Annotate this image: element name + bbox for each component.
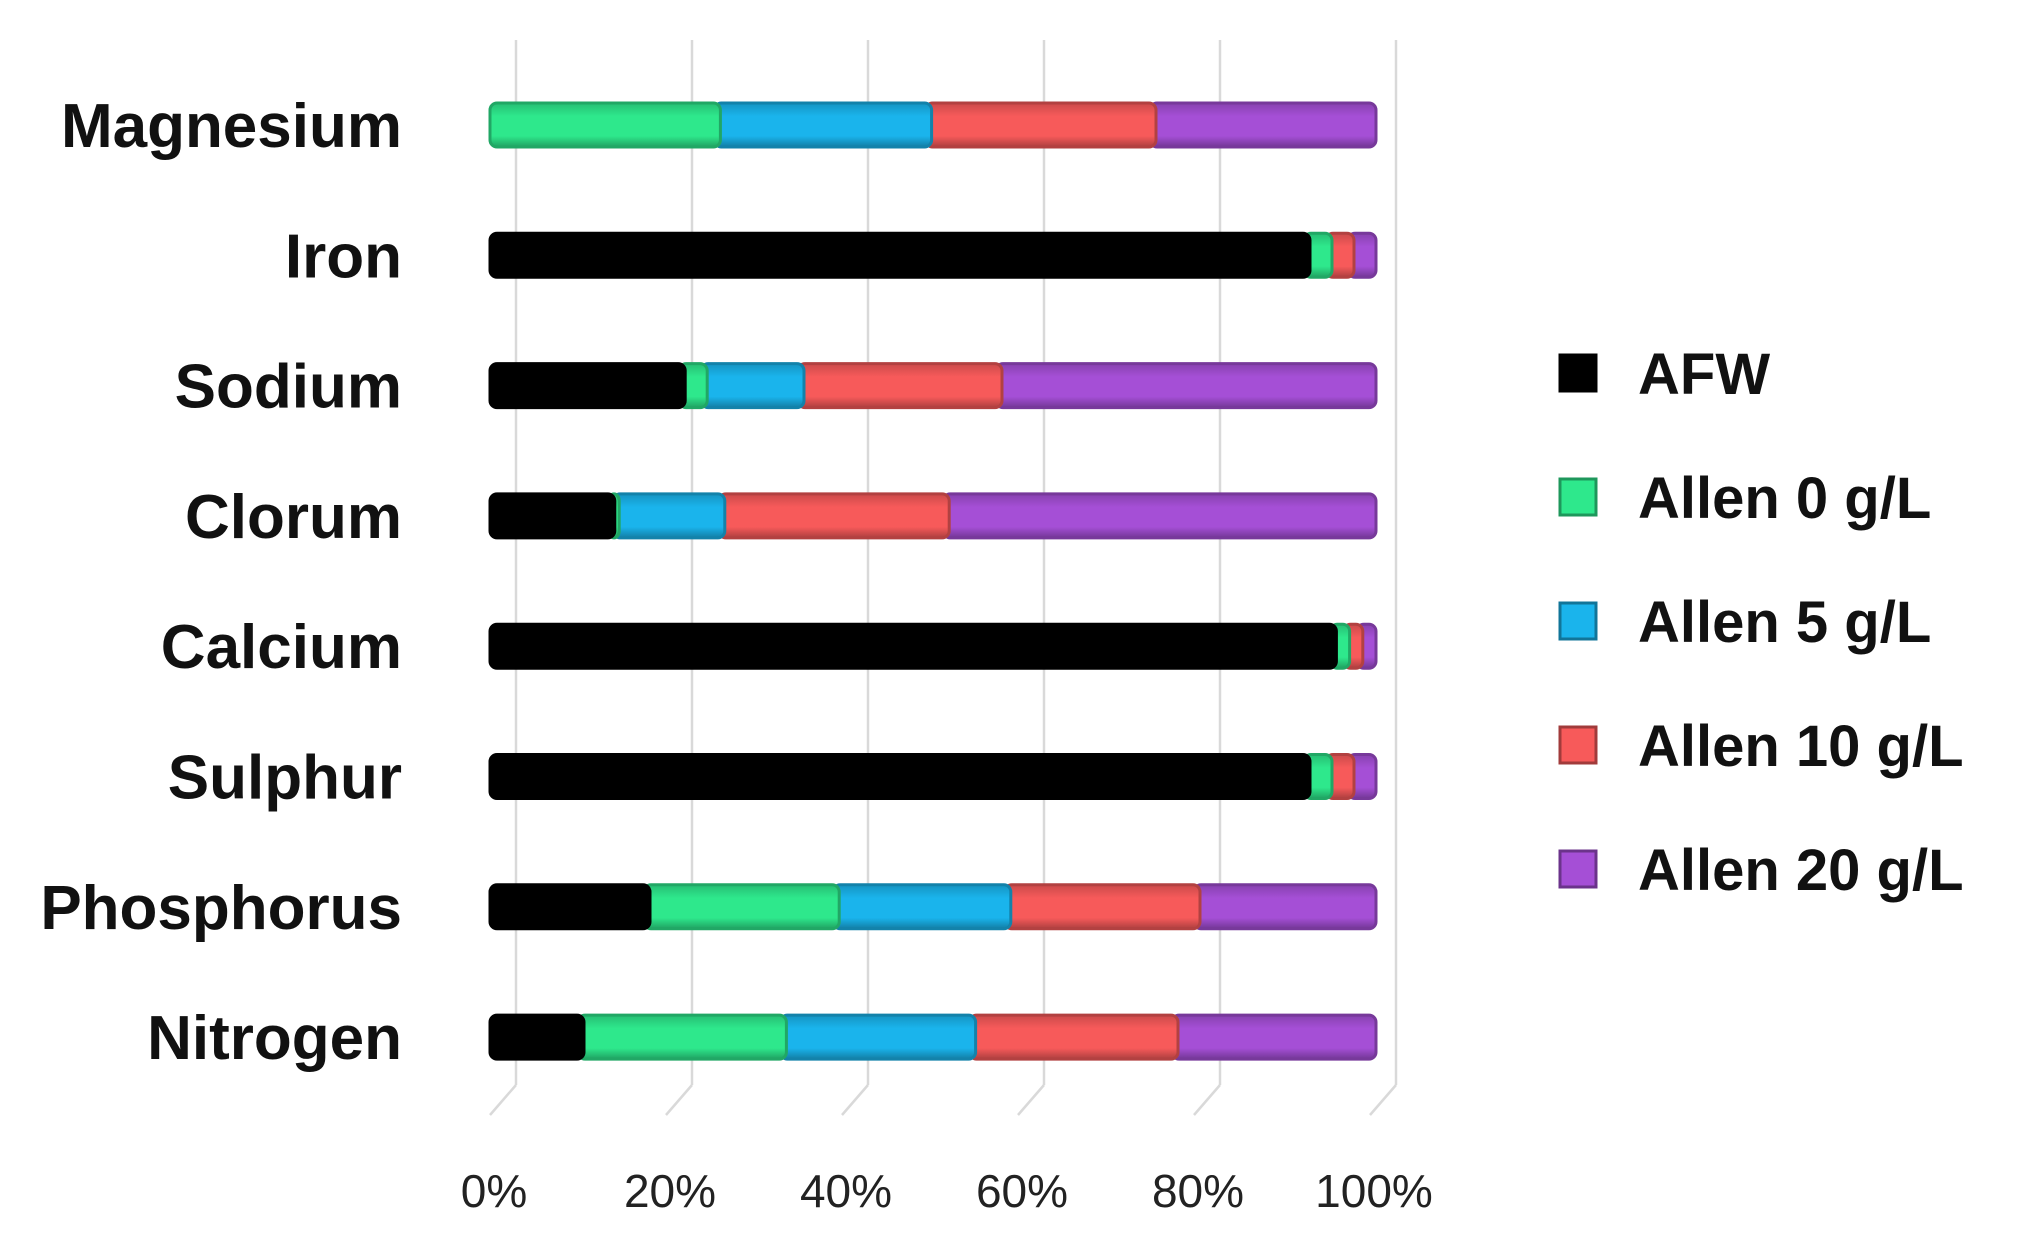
x-tick-label: 60% [976,1165,1068,1217]
legend-swatch [1558,725,1598,765]
legend-label: Allen 10 g/L [1638,714,1964,779]
bar-segment-clorum-allen-5-g-l [611,492,727,540]
bar-segment-clorum-allen-10-g-l [717,492,951,540]
legend-label: Allen 20 g/L [1638,838,1964,903]
bar-segment-sodium-allen-10-g-l [796,362,1004,410]
legend-swatch [1558,477,1598,517]
bar-segment-calcium-afw [488,622,1338,670]
bar-row-sulphur [488,753,1378,800]
bar-segment-phosphorus-afw [488,883,652,931]
bar-segment-iron-afw [488,231,1312,279]
legend-item-afw: AFW [1558,342,1770,407]
bar-row-magnesium [488,101,1378,149]
bar-segment-nitrogen-afw [488,1013,586,1061]
x-tick-label: 20% [624,1165,716,1217]
bar-segment-sodium-allen-20-g-l [994,362,1378,410]
gridline-floor [1017,1084,1045,1116]
x-tick-label: 80% [1152,1165,1244,1217]
gridline-floor [1369,1084,1397,1116]
bar-segment-phosphorus-allen-0-g-l [642,883,841,931]
category-label: Phosphorus [40,874,402,943]
category-label: Nitrogen [147,1004,402,1073]
bar-segment-nitrogen-allen-0-g-l [576,1013,788,1061]
bar-row-iron [488,231,1378,279]
bar-segment-clorum-allen-20-g-l [941,492,1378,540]
bar-segment-magnesium-allen-0-g-l [488,101,722,149]
bar-row-clorum [488,492,1378,540]
bar-row-nitrogen [488,1013,1378,1061]
bar-row-phosphorus [488,883,1378,931]
x-tick-label: 0% [461,1165,527,1217]
bar-segment-magnesium-allen-5-g-l [712,101,934,149]
gridline-floor [841,1084,869,1116]
x-tick-label: 40% [800,1165,892,1217]
legend-item-allen-10-g-l: Allen 10 g/L [1558,714,1964,779]
gridline-floor [489,1084,517,1116]
legend-label: Allen 0 g/L [1638,466,1931,531]
gridline-floor [665,1084,693,1116]
bar-row-calcium [488,622,1378,670]
bar-segment-sulphur-afw [488,753,1312,800]
category-labels: Magnesium Iron Sodium Clorum Calcium Sulphur P… [40,92,402,1073]
bar-segment-magnesium-allen-20-g-l [1148,101,1378,149]
bar-segment-phosphorus-allen-20-g-l [1192,883,1378,931]
category-label: Sulphur [168,744,402,813]
bar-segment-phosphorus-allen-5-g-l [831,883,1013,931]
x-tick-label: 100% [1315,1165,1433,1217]
bar-segment-nitrogen-allen-10-g-l [968,1013,1180,1061]
legend-swatch [1558,353,1598,393]
bar-segment-nitrogen-allen-20-g-l [1170,1013,1378,1061]
legend-swatch [1558,849,1598,889]
gridline-floor [1193,1084,1221,1116]
legend-item-allen-0-g-l: Allen 0 g/L [1558,466,1931,531]
bars [488,101,1378,1061]
gridlines [489,40,1398,1116]
category-label: Calcium [161,613,402,682]
legend-swatch [1558,601,1598,641]
bar-row-sodium [488,362,1378,410]
bar-segment-magnesium-allen-10-g-l [924,101,1158,149]
legend-label: Allen 5 g/L [1638,590,1931,655]
bar-segment-sodium-allen-5-g-l [699,362,806,410]
x-axis-ticks: 0% 20% 40% 60% 80% 100% [461,1165,1433,1217]
category-label: Magnesium [61,92,402,161]
category-label: Clorum [185,483,402,552]
category-label: Sodium [175,353,402,422]
bar-segment-sodium-afw [488,362,687,410]
legend-item-allen-5-g-l: Allen 5 g/L [1558,590,1931,655]
category-label: Iron [285,222,402,291]
bar-segment-phosphorus-allen-10-g-l [1003,883,1202,931]
legend-item-allen-20-g-l: Allen 20 g/L [1558,838,1964,903]
legend: AFW Allen 0 g/L Allen 5 g/L Allen 10 g/L All… [1558,342,1964,903]
bar-segment-clorum-afw [488,492,617,540]
legend-label: AFW [1638,342,1770,407]
bar-segment-nitrogen-allen-5-g-l [778,1013,978,1061]
